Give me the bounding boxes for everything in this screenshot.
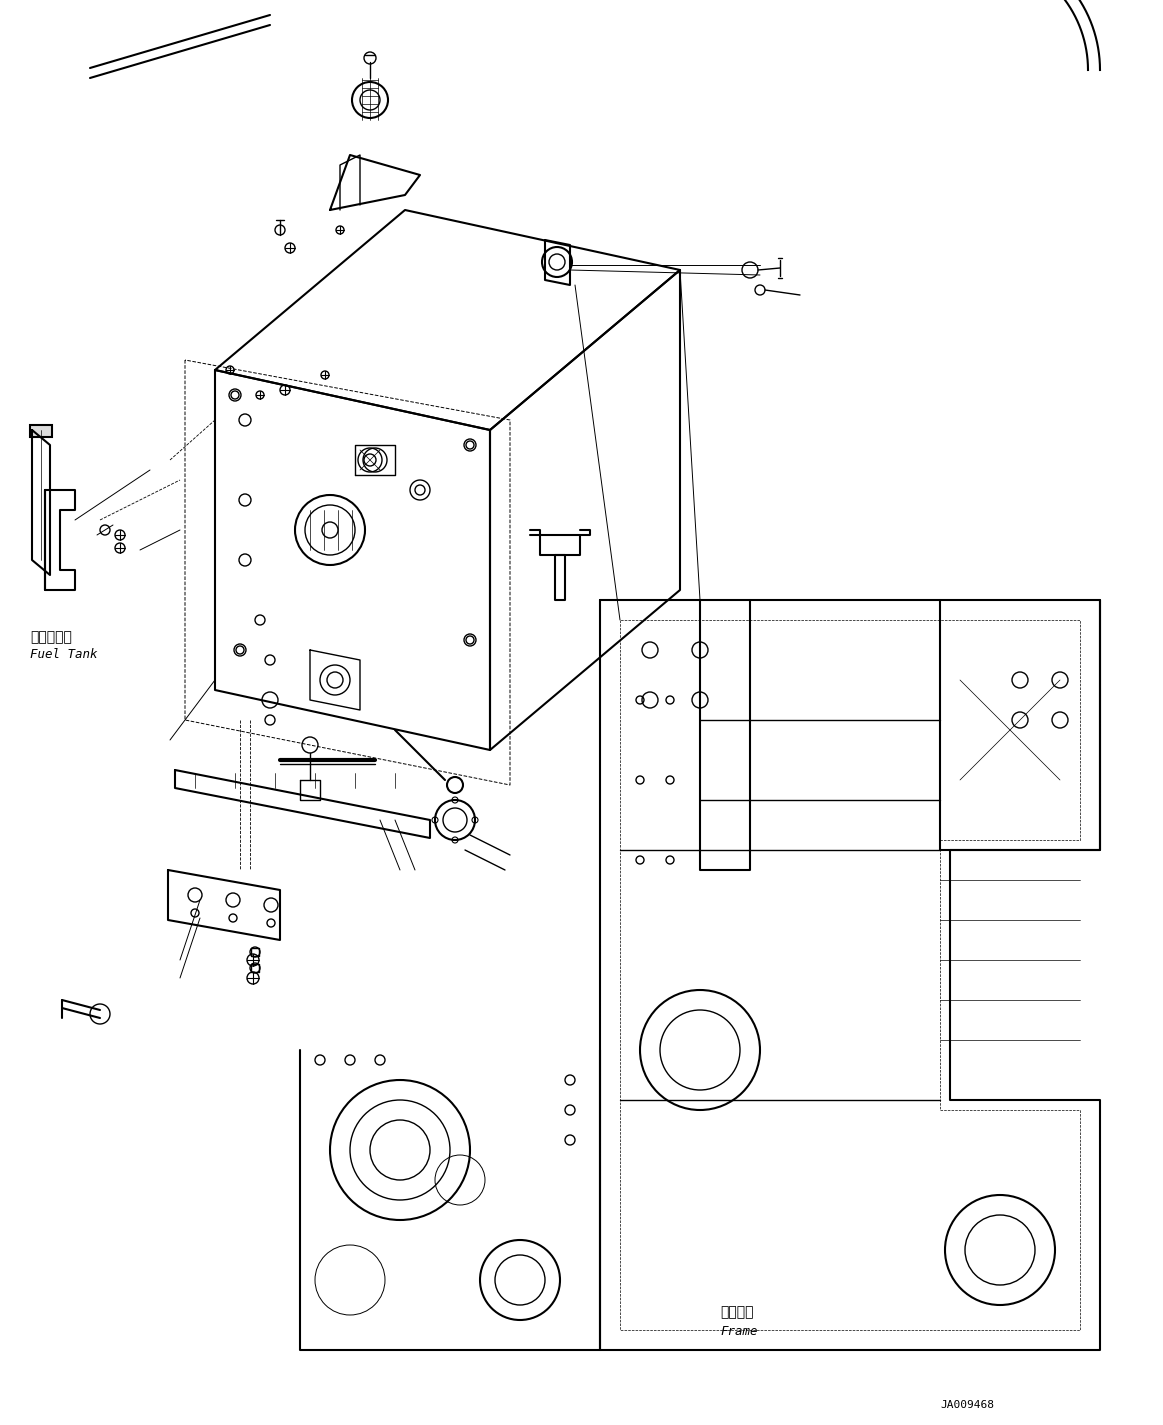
Text: 燃料タンク: 燃料タンク bbox=[30, 630, 72, 644]
Text: フレーム: フレーム bbox=[720, 1305, 754, 1320]
Text: Frame: Frame bbox=[720, 1325, 757, 1338]
Bar bbox=[30, 425, 52, 437]
Circle shape bbox=[466, 636, 475, 644]
Circle shape bbox=[236, 646, 244, 654]
Circle shape bbox=[466, 440, 475, 449]
Text: Fuel Tank: Fuel Tank bbox=[30, 648, 98, 661]
Text: JA009468: JA009468 bbox=[940, 1399, 994, 1409]
Circle shape bbox=[231, 390, 240, 399]
